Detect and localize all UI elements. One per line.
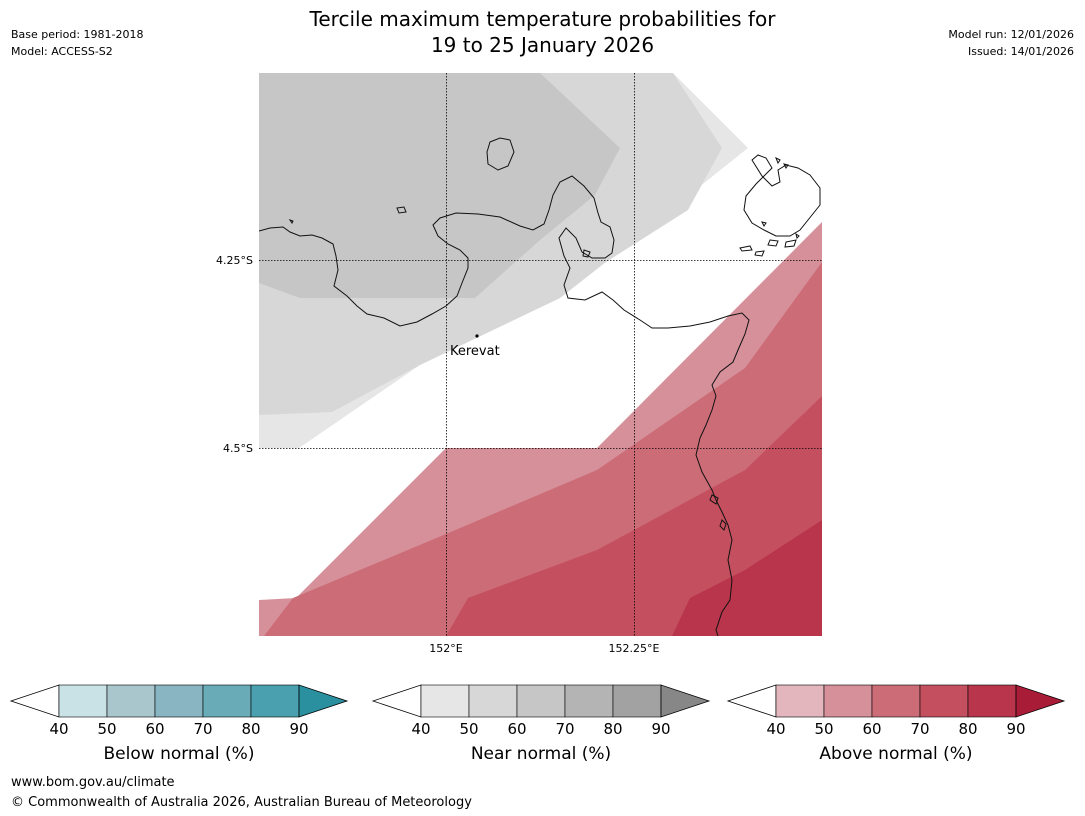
below-tick-label: 80 — [241, 720, 260, 738]
lat-label-4-5: 4.5°S — [223, 442, 253, 455]
above-segment — [967, 684, 1017, 718]
title-line-2: 19 to 25 January 2026 — [430, 33, 655, 57]
near-arrow-high — [660, 684, 711, 718]
above-normal-label: Above normal (%) — [819, 744, 973, 764]
near-tick-label: 40 — [411, 720, 430, 738]
meta-left: Base period: 1981-2018 Model: ACCESS-S2 — [11, 26, 143, 60]
island-north — [486, 137, 515, 171]
above-tick-label: 40 — [766, 720, 785, 738]
near-segment — [420, 684, 470, 718]
graticule — [259, 73, 822, 636]
model-run: Model run: 12/01/2026 — [948, 28, 1074, 41]
colorbar-near-normal: 40 50 60 70 80 90 — [371, 684, 711, 738]
meta-right: Model run: 12/01/2026 Issued: 14/01/2026 — [948, 26, 1074, 60]
near-arrow-low — [371, 684, 422, 718]
colorbar-below-normal: 40 50 60 70 80 90 — [9, 684, 349, 738]
above-normal-70-region — [446, 396, 822, 636]
footer-copyright: © Commonwealth of Australia 2026, Austra… — [11, 795, 472, 810]
above-segment — [871, 684, 921, 718]
island-cluster-east — [743, 154, 821, 237]
islet-dot — [288, 219, 294, 224]
near-tick-label: 50 — [459, 720, 478, 738]
below-tick-label: 70 — [193, 720, 212, 738]
islet-west — [396, 206, 407, 214]
near-segment — [468, 684, 518, 718]
coastline-bay-loop — [709, 494, 727, 531]
above-tick-label: 80 — [958, 720, 977, 738]
below-normal-label: Below normal (%) — [103, 744, 255, 764]
base-period: Base period: 1981-2018 — [11, 28, 144, 41]
below-segment — [154, 684, 204, 718]
near-segment — [612, 684, 662, 718]
below-segment — [250, 684, 300, 718]
below-arrow-high — [298, 684, 349, 718]
near-segment — [564, 684, 614, 718]
colorbar-above-normal: 40 50 60 70 80 90 — [726, 684, 1066, 738]
below-tick-label: 60 — [145, 720, 164, 738]
footer-url: www.bom.gov.au/climate — [11, 775, 175, 790]
kerevat-marker — [475, 334, 479, 338]
above-segment — [823, 684, 873, 718]
title-line-1: Tercile maximum temperature probabilitie… — [309, 7, 776, 31]
map-title: Tercile maximum temperature probabilitie… — [0, 6, 1085, 58]
below-tick-label: 50 — [97, 720, 116, 738]
lon-label-152: 152°E — [429, 642, 462, 655]
below-tick-label: 40 — [49, 720, 68, 738]
above-tick-label: 90 — [1006, 720, 1025, 738]
kerevat-label: Kerevat — [450, 344, 500, 359]
below-arrow-low — [9, 684, 60, 718]
near-normal-60-region — [259, 73, 620, 298]
near-normal-label: Near normal (%) — [470, 744, 612, 764]
above-normal-80-region — [672, 520, 822, 636]
islet-cluster-1 — [582, 156, 800, 258]
near-tick-label: 90 — [651, 720, 670, 738]
below-segment — [106, 684, 156, 718]
near-tick-label: 60 — [507, 720, 526, 738]
above-arrow-high — [1015, 684, 1066, 718]
near-segment — [516, 684, 566, 718]
above-tick-label: 50 — [814, 720, 833, 738]
near-tick-label: 80 — [603, 720, 622, 738]
lon-label-152-25: 152.25°E — [609, 642, 660, 655]
below-tick-label: 90 — [289, 720, 308, 738]
map-fill: Kerevat — [259, 73, 822, 636]
colorbar-legends: 40 50 60 70 80 90 40 50 60 70 80 90 40 50 60 70 80 90 — [9, 684, 1066, 738]
model-name: Model: ACCESS-S2 — [11, 45, 113, 58]
below-segment — [58, 684, 108, 718]
near-tick-label: 70 — [555, 720, 574, 738]
coastline-main — [259, 175, 750, 636]
above-arrow-low — [726, 684, 777, 718]
below-segment — [202, 684, 252, 718]
above-segment — [919, 684, 969, 718]
coastlines — [259, 137, 821, 636]
above-tick-label: 70 — [910, 720, 929, 738]
lat-label-4-25: 4.25°S — [216, 254, 253, 267]
issued-date: Issued: 14/01/2026 — [967, 45, 1074, 58]
above-tick-label: 60 — [862, 720, 881, 738]
above-segment — [775, 684, 825, 718]
